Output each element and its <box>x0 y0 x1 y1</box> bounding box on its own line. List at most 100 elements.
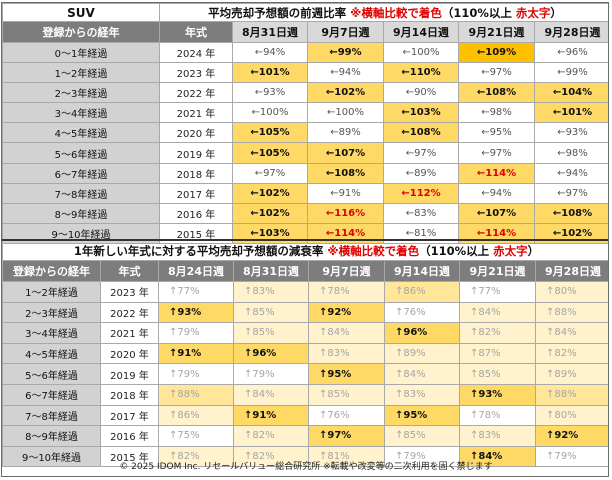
model-year: 2020 年 <box>100 342 159 365</box>
decay-cell: ↑96% <box>384 322 460 344</box>
decay-cell: ↑82% <box>233 425 309 447</box>
vehicle-category: SUV <box>2 3 160 22</box>
ratio-cell: ←94% <box>307 62 384 84</box>
age-label: 6～7年経過 <box>2 162 160 184</box>
decay-cell: ↑83% <box>233 281 309 303</box>
model-year: 2017 年 <box>100 404 159 427</box>
table1-head-week: 8月31日週 <box>232 21 308 43</box>
decay-cell: ↑79% <box>233 363 309 385</box>
decay-cell: ↑87% <box>459 342 536 365</box>
ratio-cell: ←108% <box>534 202 608 224</box>
table2-head-week: 9月28日週 <box>535 260 608 282</box>
ratio-cell: ←89% <box>383 162 459 184</box>
ratio-cell: ←93% <box>534 122 608 144</box>
decay-cell: ↑81% <box>308 445 385 468</box>
ratio-cell: ←96% <box>534 41 608 64</box>
ratio-cell: ←109% <box>458 41 535 64</box>
decay-cell: ↑83% <box>308 342 385 365</box>
ratio-cell: ←99% <box>534 62 608 84</box>
age-label: 7～8年経過 <box>2 404 101 427</box>
table1-head-week: 9月14日週 <box>383 21 459 43</box>
decay-cell: ↑79% <box>158 322 234 344</box>
decay-cell: ↑85% <box>308 383 385 406</box>
model-year: 2021 年 <box>100 322 159 344</box>
table2-row: 8～9年経過 2016 年 ↑75% ↑82% ↑97% ↑85% ↑83% ↑92% <box>2 425 608 447</box>
decay-cell: ↑82% <box>233 445 309 468</box>
ratio-cell: ←114% <box>458 162 535 184</box>
decay-cell: ↑95% <box>308 363 385 385</box>
table2-row: 6～7年経過 2018 年 ↑88% ↑84% ↑85% ↑83% ↑93% ↑88% <box>2 383 608 406</box>
model-year: 2024 年 <box>159 41 233 64</box>
decay-cell: ↑95% <box>384 404 460 427</box>
model-year: 2017 年 <box>159 182 233 204</box>
ratio-cell: ←94% <box>232 41 308 64</box>
table1-row: 8～9年経過 2016 年 ←102% ←116% ←83% ←107% ←108% <box>2 202 608 224</box>
decay-cell: ↑85% <box>459 363 536 385</box>
table2-row: 9～10年経過 2015 年 ↑82% ↑82% ↑81% ↑79% ↑84% ↑79% <box>2 445 608 468</box>
ratio-cell: ←107% <box>307 142 384 164</box>
table2-row: 2～3年経過 2022 年 ↑93% ↑85% ↑92% ↑76% ↑84% ↑88% <box>2 301 608 324</box>
model-year: 2016 年 <box>159 202 233 224</box>
table2-title-paren-close: ） <box>527 243 540 258</box>
table1-title-main: 平均売却予想額の前週比率 <box>208 5 347 20</box>
decay-cell: ↑77% <box>459 281 536 303</box>
table1-head-week: 9月7日週 <box>307 21 384 43</box>
table1-row: 5～6年経過 2019 年 ←105% ←107% ←97% ←97% ←98% <box>2 142 608 164</box>
model-year: 2019 年 <box>159 142 233 164</box>
model-year: 2023 年 <box>159 62 233 84</box>
decay-rate-table: 1年新しい年式に対する平均売却予想額の減衰率 ※横軸比較で着色（110%以上 赤… <box>2 239 608 468</box>
table1-head-week: 9月28日週 <box>534 21 608 43</box>
table2-row: 7～8年経過 2017 年 ↑86% ↑91% ↑76% ↑95% ↑78% ↑80% <box>2 404 608 427</box>
table2-head-year: 年式 <box>100 260 159 282</box>
ratio-cell: ←83% <box>383 202 459 224</box>
table1-row: 0～1年経過 2024 年 ←94% ←99% ←100% ←109% ←96% <box>2 41 608 64</box>
ratio-cell: ←103% <box>383 102 459 124</box>
decay-cell: ↑92% <box>535 425 608 447</box>
table1-row: 2～3年経過 2022 年 ←93% ←102% ←90% ←108% ←104% <box>2 82 608 104</box>
model-year: 2019 年 <box>100 363 159 385</box>
weekly-ratio-table: SUV 平均売却予想額の前週比率 ※横軸比較で着色（110%以上 赤太字） 登録… <box>2 3 608 244</box>
table1-head-year: 年式 <box>159 21 233 43</box>
decay-cell: ↑84% <box>535 322 608 344</box>
table2-row: 5～6年経過 2019 年 ↑79% ↑79% ↑95% ↑84% ↑85% ↑89% <box>2 363 608 385</box>
table1-row: 7～8年経過 2017 年 ←102% ←91% ←112% ←94% ←97% <box>2 182 608 204</box>
decay-cell: ↑82% <box>535 342 608 365</box>
ratio-cell: ←105% <box>232 142 308 164</box>
ratio-cell: ←95% <box>458 122 535 144</box>
table1-row: 1～2年経過 2023 年 ←101% ←94% ←110% ←97% ←99% <box>2 62 608 84</box>
age-label: 2～3年経過 <box>2 82 160 104</box>
ratio-cell: ←81% <box>383 222 459 244</box>
ratio-cell: ←97% <box>458 142 535 164</box>
ratio-cell: ←114% <box>458 222 535 244</box>
decay-cell: ↑84% <box>233 383 309 406</box>
decay-cell: ↑93% <box>158 301 234 324</box>
ratio-cell: ←104% <box>534 82 608 104</box>
decay-cell: ↑84% <box>459 301 536 324</box>
ratio-cell: ←108% <box>307 162 384 184</box>
decay-cell: ↑88% <box>535 383 608 406</box>
decay-cell: ↑75% <box>158 425 234 447</box>
decay-cell: ↑76% <box>308 404 385 427</box>
ratio-cell: ←107% <box>458 202 535 224</box>
ratio-cell: ←97% <box>232 162 308 184</box>
ratio-cell: ←108% <box>383 122 459 144</box>
model-year: 2016 年 <box>100 425 159 447</box>
decay-cell: ↑79% <box>158 363 234 385</box>
ratio-cell: ←101% <box>232 62 308 84</box>
decay-cell: ↑97% <box>308 425 385 447</box>
table2-row: 3～4年経過 2021 年 ↑79% ↑85% ↑84% ↑96% ↑82% ↑84% <box>2 322 608 344</box>
table2-head-week: 8月24日週 <box>158 260 234 282</box>
ratio-cell: ←102% <box>534 222 608 244</box>
age-label: 8～9年経過 <box>2 202 160 224</box>
table2-title-paren: （110%以上 <box>419 243 490 258</box>
age-label: 5～6年経過 <box>2 142 160 164</box>
table1-row: 4～5年経過 2020 年 ←105% ←89% ←108% ←95% ←93% <box>2 122 608 144</box>
age-label: 4～5年経過 <box>2 122 160 144</box>
table2-title-main: 1年新しい年式に対する平均売却予想額の減衰率 <box>73 243 324 258</box>
table2-title: 1年新しい年式に対する平均売却予想額の減衰率 ※横軸比較で着色（110%以上 赤… <box>2 239 608 261</box>
decay-cell: ↑80% <box>535 281 608 303</box>
table2-head-week: 9月7日週 <box>308 260 385 282</box>
ratio-cell: ←100% <box>383 41 459 64</box>
table1-title-paren: （110%以上 <box>441 5 512 20</box>
